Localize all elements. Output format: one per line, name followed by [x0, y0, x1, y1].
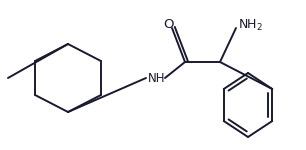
- Text: O: O: [163, 18, 173, 31]
- Text: NH$_2$: NH$_2$: [238, 18, 263, 33]
- Text: NH: NH: [148, 72, 166, 84]
